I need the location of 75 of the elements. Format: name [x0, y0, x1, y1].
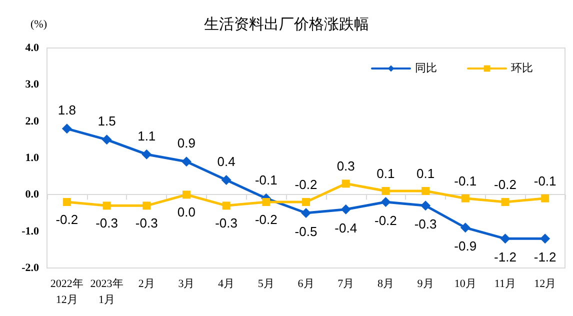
data-label: -0.2	[294, 177, 318, 192]
point	[182, 190, 190, 199]
data-label: 0.0	[177, 204, 196, 220]
point	[181, 156, 192, 167]
y-tick-label: -2.0	[22, 262, 40, 274]
legend-label: 环比	[511, 62, 533, 74]
data-label: 1.1	[138, 128, 156, 144]
point	[460, 222, 470, 233]
point	[541, 194, 550, 202]
point	[382, 187, 390, 195]
point	[540, 234, 550, 244]
data-label: -0.2	[56, 212, 78, 227]
point	[142, 202, 151, 210]
point	[342, 180, 350, 188]
y-tick-label: 3.0	[25, 78, 40, 91]
x-tick-label: 9月	[417, 278, 434, 290]
y-tick-label: -1.0	[22, 225, 40, 238]
data-label: 0.1	[416, 166, 435, 181]
data-label: -0.3	[96, 216, 118, 231]
x-tick-label: 4月	[218, 278, 235, 290]
x-tick-label: 3月	[178, 278, 195, 290]
x-tick-label: 12月	[534, 278, 556, 290]
chart-title: 生活资料出厂价格涨跌幅	[204, 16, 369, 33]
data-label: -0.9	[454, 238, 477, 254]
data-label: -0.1	[454, 173, 477, 188]
point	[420, 200, 431, 211]
x-tick-label: 2月	[138, 278, 155, 290]
data-label: -0.3	[414, 216, 437, 232]
data-label: -0.2	[374, 213, 397, 228]
point	[301, 208, 311, 218]
point	[62, 124, 72, 134]
y-tick-label: 0.0	[25, 188, 40, 201]
data-label: -0.1	[534, 173, 556, 188]
data-label: 1.8	[58, 102, 76, 118]
point	[142, 149, 152, 160]
data-label: -1.2	[534, 250, 556, 265]
data-label: 0.4	[217, 154, 236, 169]
data-label: -1.2	[494, 250, 516, 265]
point	[422, 187, 430, 195]
data-label: -0.2	[494, 177, 516, 192]
data-label: 0.3	[336, 158, 355, 174]
y-axis-title: (%)	[30, 18, 48, 30]
y-tick-label: 2.0	[25, 115, 40, 128]
point	[102, 134, 112, 145]
data-label: -0.1	[254, 172, 278, 188]
data-label: -0.4	[334, 220, 358, 236]
data-label: 0.9	[177, 136, 196, 151]
point	[262, 198, 270, 206]
y-tick-label: 1.0	[25, 152, 40, 164]
data-label: -0.3	[135, 216, 158, 231]
x-tick-label: 8月	[377, 278, 394, 290]
point	[501, 198, 510, 206]
x-tick-label: 2022年 12月	[50, 278, 84, 306]
x-tick-label: 10月	[454, 278, 476, 290]
y-tick-label: 4.0	[25, 42, 40, 54]
x-tick-label: 5月	[258, 278, 274, 290]
data-label: -0.2	[254, 212, 278, 227]
point	[302, 198, 310, 206]
x-tick-label: 11月	[494, 278, 516, 290]
point	[500, 234, 510, 244]
point	[340, 204, 351, 214]
x-tick-label: 2023年 1月	[90, 278, 124, 306]
data-label: -0.5	[294, 224, 318, 239]
x-tick-label: 6月	[298, 278, 314, 290]
x-tick-label: 7月	[338, 278, 354, 290]
point	[221, 175, 232, 185]
data-label: 1.5	[98, 114, 116, 129]
point	[62, 198, 71, 206]
point	[380, 197, 391, 207]
legend-label: 同比	[415, 62, 437, 74]
data-label: 0.1	[376, 166, 395, 181]
point	[222, 202, 230, 210]
point	[102, 202, 111, 210]
data-label: -0.3	[215, 216, 238, 231]
point	[461, 194, 470, 202]
